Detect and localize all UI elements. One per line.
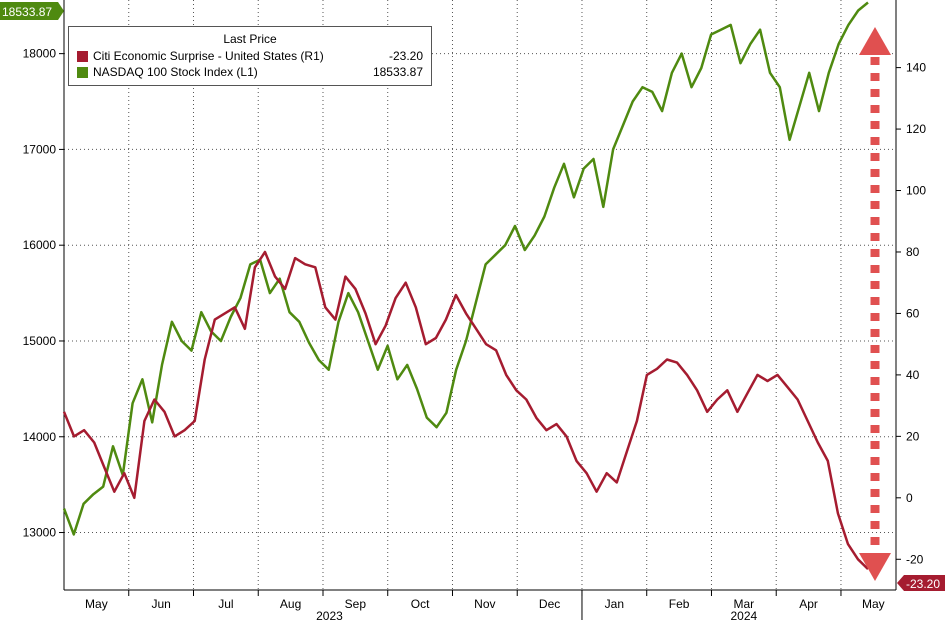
right-tick-label: 80: [906, 245, 920, 259]
left-tick-label: 16000: [23, 238, 57, 252]
right-tick-label: 40: [906, 368, 920, 382]
left-tick-label: 17000: [23, 142, 57, 156]
tag-label-nasdaq: 18533.87: [2, 5, 52, 19]
x-tick-label: May: [85, 597, 108, 611]
legend-item-citi: Citi Economic Surprise - United States (…: [77, 49, 423, 64]
x-tick-label: Dec: [539, 597, 560, 611]
right-tick-label: 60: [906, 306, 920, 320]
tag-shape-citi: [897, 575, 945, 591]
left-axis: 13000 14000 15000 16000 17000 18000: [23, 0, 65, 590]
legend-value-nasdaq: 18533.87: [372, 65, 423, 79]
grid-lines: [64, 0, 896, 590]
right-tick-label: 0: [906, 491, 913, 505]
x-tick-label: May: [862, 597, 885, 611]
right-tick-label: 120: [906, 122, 926, 136]
x-tick-label: Jun: [151, 597, 170, 611]
last-value-tag-citi: -23.20: [897, 575, 945, 591]
legend-label-nasdaq: NASDAQ 100 Stock Index (L1): [93, 65, 258, 79]
tag-label-citi: -23.20: [906, 577, 940, 591]
double-arrow-annotation: [859, 27, 891, 581]
x-tick-label: Nov: [474, 597, 495, 611]
x-tick-label: Mar: [734, 597, 755, 611]
left-tick-label: 15000: [23, 334, 57, 348]
legend-value-citi: -23.20: [388, 49, 423, 63]
year-label-2023: 2023: [316, 609, 343, 623]
arrow-head-up: [859, 27, 891, 55]
x-tick-label: Jul: [218, 597, 233, 611]
x-tick-label: Aug: [280, 597, 301, 611]
right-axis: -20 0 20 40 60 80 100 120 140: [895, 0, 926, 590]
last-value-tags: 18533.87 -23.20: [0, 2, 945, 591]
last-value-tag-nasdaq: 18533.87: [0, 2, 64, 20]
left-tick-label: 13000: [23, 526, 57, 540]
x-tick-label: Jan: [605, 597, 624, 611]
x-tick-label: Oct: [411, 597, 430, 611]
legend-swatch-citi: [77, 51, 88, 62]
right-tick-label: 140: [906, 61, 926, 75]
x-tick-label: Sep: [345, 597, 367, 611]
right-tick-label: -20: [906, 552, 924, 566]
arrow-head-down: [859, 553, 891, 581]
tag-shape-nasdaq: [0, 2, 64, 20]
left-tick-label: 14000: [23, 430, 57, 444]
series-line-citi: [62, 250, 869, 570]
series-line-nasdaq: [62, 1, 869, 536]
x-axis: May Jun Jul Aug Sep Oct Nov Dec Jan Feb Mar Apr May 2…: [64, 589, 896, 623]
right-tick-label: 20: [906, 429, 920, 443]
legend-item-nasdaq: NASDAQ 100 Stock Index (L1) 18533.87: [77, 65, 423, 80]
right-tick-label: 100: [906, 184, 926, 198]
legend: Last Price Citi Economic Surprise - Unit…: [68, 26, 432, 86]
legend-label-citi: Citi Economic Surprise - United States (…: [93, 49, 324, 63]
left-tick-label: 18000: [23, 47, 57, 61]
x-tick-label: Apr: [799, 597, 818, 611]
legend-swatch-nasdaq: [77, 67, 88, 78]
legend-title: Last Price: [223, 32, 277, 46]
x-tick-label: Feb: [669, 597, 690, 611]
series-layer: [62, 1, 869, 570]
year-label-2024: 2024: [730, 609, 757, 623]
